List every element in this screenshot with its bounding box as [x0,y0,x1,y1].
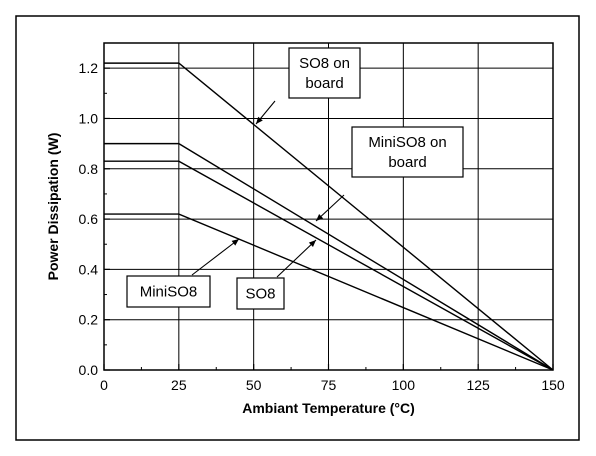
y-tick-label: 0.0 [79,362,99,378]
series-line [104,62,554,371]
callout-arrow-line [276,239,317,278]
y-tick-label: 0.8 [79,161,99,177]
y-tick-label: 0.6 [79,211,99,227]
series-label-box [236,277,285,310]
callout-arrow-line [191,238,240,276]
series-label: SO8 on [299,55,350,72]
x-tick-label: 25 [171,377,187,393]
y-tick-label: 1.2 [79,60,99,76]
callout-arrow-head [316,214,324,221]
series-label: board [388,154,426,171]
annotation-layer: SO8 on board MiniSO8 on board SO8 MiniSO8 [126,47,464,310]
series-label: SO8 [245,286,275,303]
y-axis-title: Power Dissipation (W) [45,133,61,281]
series-line [104,142,554,371]
series-label-box [288,47,361,99]
x-tick-label: 125 [466,377,490,393]
ticks-layer: 0 25 50 75 100 125 150 0.0 0.2 0.4 0.6 0.8 1.0 1.2 [79,60,565,393]
y-tick-label: 0.4 [79,261,99,277]
x-tick-label: 100 [392,377,416,393]
y-tick-label: 0.2 [79,312,99,328]
series-label: MiniSO8 on [368,134,446,151]
grid-layer [104,43,553,370]
x-tick-label: 50 [246,377,262,393]
x-axis-title: Ambiant Temperature (°C) [242,400,415,416]
series-label: board [305,75,343,92]
series-line [104,213,554,371]
x-tick-label: 150 [541,377,565,393]
callout-arrow-head [308,240,316,247]
series-label-box [351,126,464,178]
callout-arrow-head [231,239,239,246]
x-tick-label: 75 [321,377,337,393]
series-label-box [126,275,211,308]
callout-arrow-head [256,116,263,124]
x-tick-label: 0 [100,377,108,393]
series-layer [104,62,554,371]
series-label: MiniSO8 [140,284,198,301]
y-tick-label: 1.0 [79,110,99,126]
series-line [104,160,554,371]
